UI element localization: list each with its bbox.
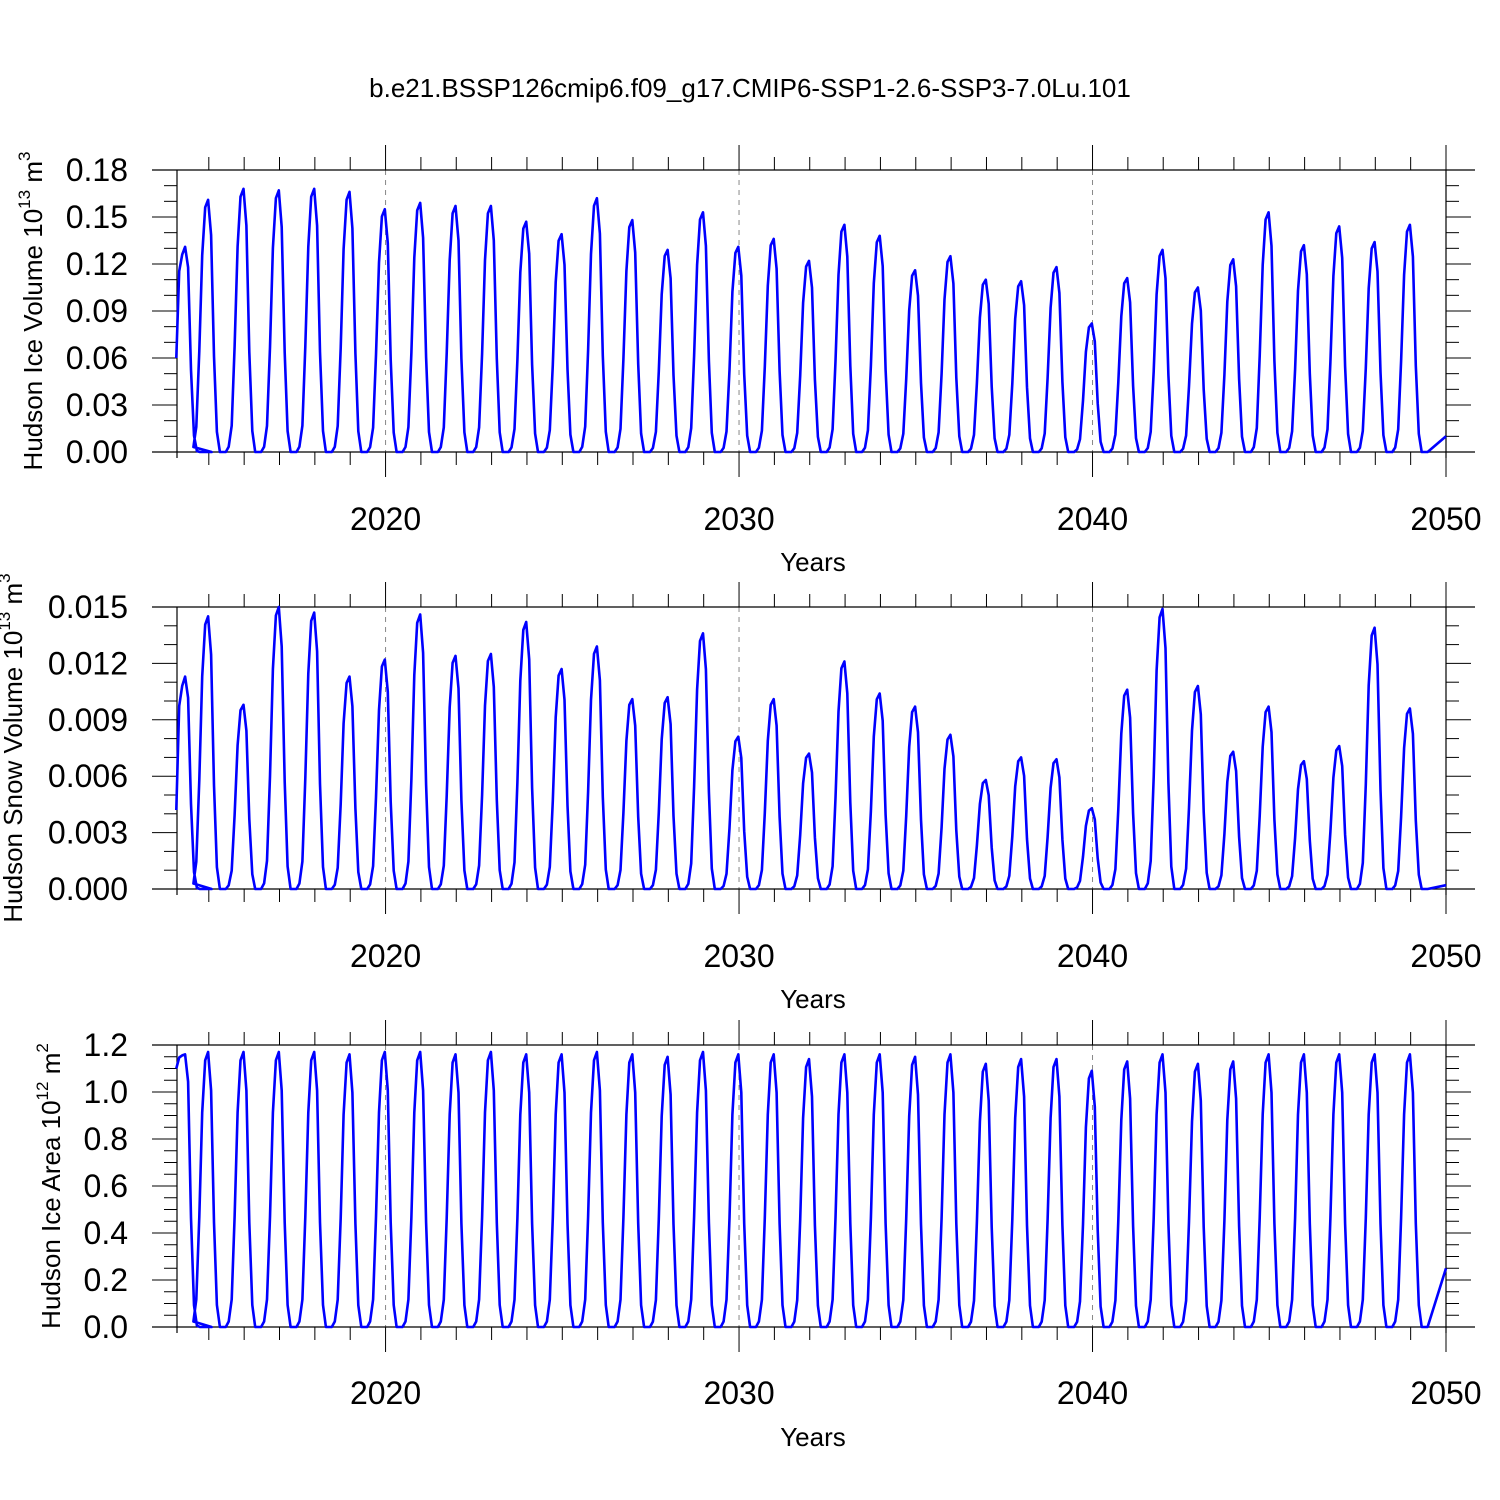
y-tick-label: 0.03: [66, 387, 128, 423]
y-tick-label: 0.15: [66, 199, 128, 235]
panel-snow-volume: 0.000 0.003 0.006 0.009 0.012 0.015 2020 2030 20…: [0, 573, 1482, 1014]
x-tick-label: 2040: [1057, 938, 1128, 974]
y-axis-label: Hudson Ice Area 1012 m2: [33, 1043, 66, 1329]
y-tick-label: 0.003: [48, 815, 128, 851]
x-tick-label: 2020: [350, 938, 421, 974]
y-tick-label: 0.2: [84, 1262, 128, 1298]
chart-title: b.e21.BSSP126cmip6.f09_g17.CMIP6-SSP1-2.…: [369, 73, 1131, 103]
y-tick-label: 0.006: [48, 758, 128, 794]
x-tick-label: 2040: [1057, 501, 1128, 537]
y-axis-label: Hudson Ice Volume 1013 m3: [15, 152, 48, 471]
y-tick-label: 0.0: [84, 1309, 128, 1345]
x-tick-label: 2050: [1410, 938, 1481, 974]
x-tick-label: 2030: [703, 501, 774, 537]
y-tick-label: 0.00: [66, 434, 128, 470]
y-tick-label: 0.015: [48, 589, 128, 625]
y-tick-label: 0.09: [66, 293, 128, 329]
y-tick-label: 0.6: [84, 1168, 128, 1204]
x-tick-label: 2020: [350, 501, 421, 537]
y-tick-label: 1.2: [84, 1027, 128, 1063]
y-tick-label: 0.06: [66, 340, 128, 376]
y-tick-label: 0.8: [84, 1121, 128, 1157]
x-tick-label: 2030: [703, 938, 774, 974]
series-line-snow-volume: [175, 605, 1447, 891]
y-tick-label: 0.009: [48, 702, 128, 738]
y-tick-label: 1.0: [84, 1074, 128, 1110]
y-tick-label: 0.18: [66, 152, 128, 188]
series-line-ice-area: [175, 1050, 1448, 1329]
panel-ice-area: 0.0 0.2 0.4 0.6 0.8 1.0 1.2 2020 2030 2040 2050 Yea…: [33, 1020, 1482, 1452]
x-axis-label: Years: [780, 1422, 846, 1452]
x-axis-label: Years: [780, 984, 846, 1014]
x-tick-label: 2050: [1410, 501, 1481, 537]
y-tick-label: 0.012: [48, 645, 128, 681]
x-tick-label: 2030: [703, 1375, 774, 1411]
y-axis-label: Hudson Snow Volume 1013 m3: [0, 573, 28, 922]
y-tick-label: 0.4: [84, 1215, 128, 1251]
series-line-ice-volume: [175, 187, 1447, 454]
panel-ice-volume: 0.00 0.03 0.06 0.09 0.12 0.15 0.18 2020 2030 2040…: [15, 145, 1482, 577]
x-tick-label: 2020: [350, 1375, 421, 1411]
y-tick-label: 0.12: [66, 246, 128, 282]
x-tick-label: 2040: [1057, 1375, 1128, 1411]
x-axis-label: Years: [780, 547, 846, 577]
x-tick-label: 2050: [1410, 1375, 1481, 1411]
y-tick-label: 0.000: [48, 871, 128, 907]
